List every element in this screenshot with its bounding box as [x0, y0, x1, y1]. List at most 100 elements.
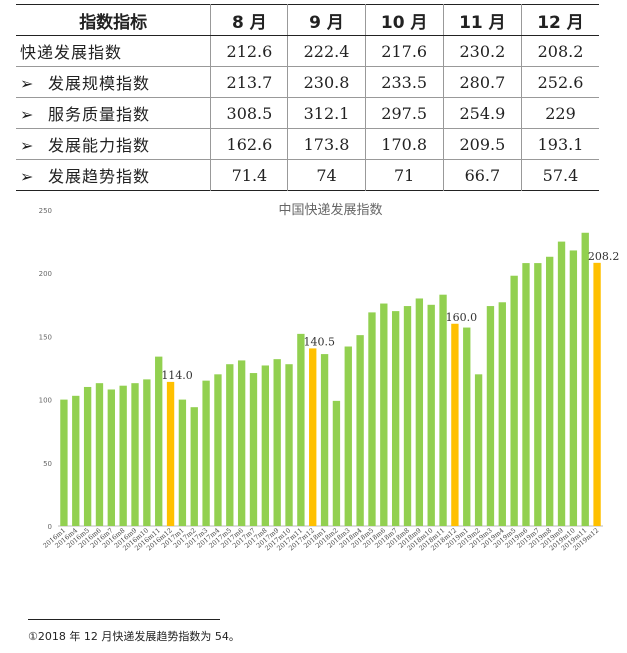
header-month-10: 10 月	[364, 4, 444, 36]
bar	[261, 365, 270, 526]
chart-title: 中国快递发展指数	[278, 202, 382, 218]
y-tick-label: 200	[39, 270, 52, 278]
arrow-bullet-icon: ➢	[20, 74, 35, 93]
bar	[249, 373, 258, 526]
table-cell: 230.2	[442, 35, 522, 67]
table-cell: 193.1	[520, 128, 599, 160]
bar	[143, 379, 151, 526]
bar	[380, 303, 388, 526]
table-cell: 217.6	[364, 35, 444, 67]
bar	[72, 395, 80, 526]
header-month-9: 9 月	[287, 4, 366, 36]
bar	[190, 407, 198, 526]
y-tick-label: 100	[39, 397, 52, 405]
row-label: ➢ 发展趋势指数	[16, 160, 211, 191]
footnote-divider	[28, 619, 220, 620]
table-cell: 209.5	[442, 128, 522, 160]
header-indicator: 指数指标	[16, 4, 211, 36]
y-tick-label: 150	[39, 333, 52, 341]
bar	[557, 241, 566, 526]
table-cell: 280.7	[442, 66, 522, 98]
table-row: ➢ 服务质量指数 308.5 312.1 297.5 254.9 229	[16, 97, 599, 129]
table-row: ➢ 发展能力指数 162.6 173.8 170.8 209.5 193.1	[16, 128, 599, 160]
bar	[131, 383, 139, 526]
bar	[107, 389, 115, 526]
arrow-bullet-icon: ➢	[20, 167, 35, 186]
table-cell: 230.8	[287, 66, 366, 98]
y-tick-label: 0	[48, 523, 52, 531]
table-cell: 173.8	[287, 128, 366, 160]
table-row: ➢ 发展趋势指数 71.4 74 71 66.7 57.4	[16, 159, 599, 191]
bar	[510, 275, 518, 526]
table-cell: 312.1	[287, 97, 366, 129]
y-tick-label: 50	[43, 460, 52, 468]
table-row: 快递发展指数 212.6 222.4 217.6 230.2 208.2	[16, 35, 599, 67]
table-cell: 57.4	[520, 159, 599, 191]
y-tick-label: 250	[39, 207, 52, 215]
table-cell: 297.5	[364, 97, 444, 129]
table-cell: 170.8	[364, 128, 444, 160]
bar	[486, 306, 495, 526]
bar	[309, 348, 317, 526]
express-index-bar-chart: 中国快递发展指数0501001502002502016m12016m42016m…	[39, 202, 620, 552]
bar	[439, 294, 447, 526]
bar	[463, 327, 471, 526]
index-table: 指数指标 8 月 9 月 10 月 11 月 12 月 快递发展指数 212.6…	[16, 4, 599, 191]
data-label: 160.0	[446, 311, 478, 324]
row-label-text: 服务质量指数	[48, 105, 151, 124]
table-cell: 308.5	[210, 97, 288, 129]
header-month-11: 11 月	[442, 4, 522, 36]
table-cell: 66.7	[442, 159, 522, 191]
bar	[285, 364, 293, 526]
bar	[83, 386, 92, 526]
row-label: ➢ 发展规模指数	[16, 67, 211, 98]
bar	[522, 263, 530, 526]
table-cell: 233.5	[364, 66, 444, 98]
bar	[95, 383, 104, 526]
bar	[119, 385, 127, 526]
data-label: 114.0	[161, 369, 193, 382]
table-cell: 208.2	[520, 35, 599, 67]
row-label-text: 发展能力指数	[48, 136, 151, 155]
bar	[593, 262, 601, 526]
arrow-bullet-icon: ➢	[20, 105, 35, 124]
bar	[226, 364, 234, 526]
data-label: 208.2	[588, 250, 620, 263]
bar	[332, 400, 341, 526]
data-label: 140.5	[303, 335, 335, 348]
bar	[368, 312, 376, 526]
bar	[166, 381, 175, 526]
row-label: ➢ 服务质量指数	[16, 98, 211, 129]
row-label: 快递发展指数	[16, 36, 211, 67]
bar	[297, 333, 305, 526]
table-cell: 229	[520, 97, 599, 129]
bar	[498, 302, 506, 526]
header-month-8: 8 月	[210, 4, 288, 36]
table-cell: 71.4	[210, 159, 288, 191]
table-header-row: 指数指标 8 月 9 月 10 月 11 月 12 月	[16, 4, 599, 36]
arrow-bullet-icon: ➢	[20, 136, 35, 155]
bar	[344, 346, 352, 526]
bar	[403, 306, 412, 526]
bar	[155, 356, 163, 526]
table-cell: 254.9	[442, 97, 522, 129]
bar	[581, 232, 589, 526]
table-cell: 74	[287, 159, 366, 191]
table-cell: 162.6	[210, 128, 288, 160]
bar	[415, 298, 424, 526]
bar	[237, 360, 246, 526]
bar	[391, 311, 400, 526]
table-row: ➢ 发展规模指数 213.7 230.8 233.5 280.7 252.6	[16, 66, 599, 98]
bar	[451, 323, 459, 526]
bar	[427, 304, 435, 526]
bar	[60, 399, 68, 526]
row-label-text: 发展规模指数	[48, 74, 151, 93]
bar	[202, 380, 210, 526]
bar	[569, 250, 578, 526]
footnote: ①2018 年 12 月快递发展趋势指数为 54。	[28, 630, 240, 643]
row-label-text: 发展趋势指数	[48, 167, 151, 186]
bar	[546, 256, 554, 526]
bar	[214, 374, 222, 526]
row-label: ➢ 发展能力指数	[16, 129, 211, 160]
header-month-12: 12 月	[520, 4, 599, 36]
